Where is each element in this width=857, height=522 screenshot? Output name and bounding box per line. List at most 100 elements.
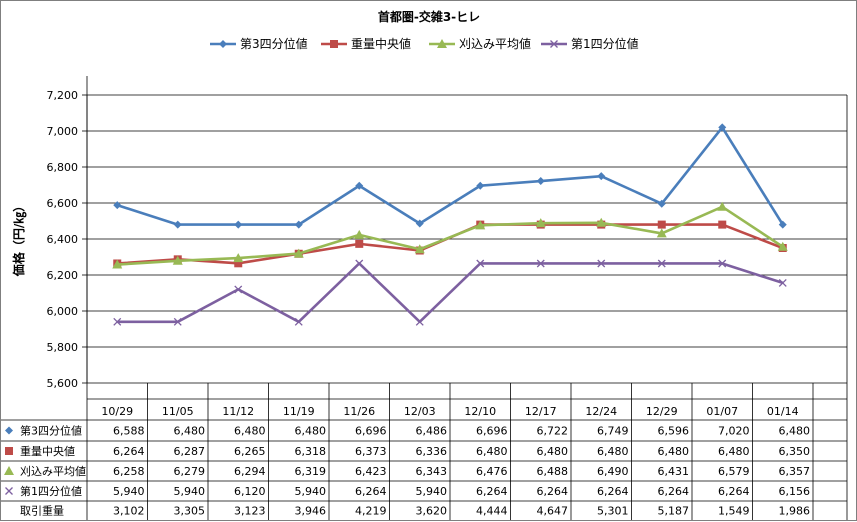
data-point — [597, 259, 606, 268]
table-cell: 6,264 — [476, 485, 508, 498]
data-point — [173, 220, 182, 229]
legend-marker — [550, 40, 558, 48]
table-cell: 6,156 — [779, 485, 811, 498]
table-cell: 6,287 — [174, 445, 206, 458]
series-3 — [112, 201, 788, 269]
table-cell: 6,294 — [234, 465, 266, 478]
data-point — [234, 220, 243, 229]
table-row-label: 刈込み平均値 — [20, 465, 86, 478]
table-cell: 6,264 — [658, 485, 690, 498]
table-cell: 7,020 — [718, 425, 750, 438]
table-cell: 1,986 — [779, 505, 811, 518]
table-cell: 6,357 — [779, 465, 811, 478]
data-point — [777, 241, 788, 251]
legend-marker — [219, 40, 227, 48]
data-point — [234, 259, 243, 268]
table-cell: 6,480 — [295, 425, 327, 438]
x-tick-label: 12/17 — [525, 405, 557, 418]
legend-label: 刈込み平均値 — [459, 36, 531, 51]
y-tick-label: 6,200 — [47, 269, 79, 282]
table-cell: 6,579 — [718, 465, 750, 478]
table-cell: 6,120 — [234, 485, 266, 498]
data-point — [535, 218, 546, 228]
data-point — [415, 317, 424, 326]
data-point — [657, 220, 666, 229]
table-cell: 6,480 — [234, 425, 266, 438]
y-tick-label: 7,200 — [47, 89, 79, 102]
table-cell: 6,596 — [658, 425, 690, 438]
table-cell: 6,480 — [597, 445, 629, 458]
data-point — [657, 259, 666, 268]
table-cell: 6,350 — [779, 445, 811, 458]
x-tick-label: 11/26 — [343, 405, 375, 418]
chart-title: 首都圏-交雑3-ヒレ — [378, 9, 480, 24]
data-point — [173, 317, 182, 326]
table-row: 重量中央値 6,264 6,287 6,265 6,318 6,373 6,336 6,480… — [5, 444, 810, 458]
table-cell: 6,264 — [718, 485, 750, 498]
table-cell: 6,480 — [779, 425, 811, 438]
series-line — [116, 126, 784, 226]
series-line — [117, 223, 784, 265]
table-cell: 6,696 — [476, 425, 508, 438]
y-tick-label: 5,600 — [47, 377, 79, 390]
table-row: 刈込み平均値 6,258 6,279 6,294 6,319 6,423 6,343 6,47… — [4, 465, 810, 478]
data-point — [596, 217, 607, 227]
data-point — [294, 317, 303, 326]
y-tick-label: 6,600 — [47, 197, 79, 210]
legend-item: 第1四分位値 — [541, 36, 639, 51]
legend-item: 刈込み平均値 — [429, 36, 531, 51]
table-row: 取引重量 3,102 3,305 3,123 3,946 4,219 3,620 4,444 4… — [20, 504, 810, 518]
y-tick-label: 6,800 — [47, 161, 79, 174]
data-point — [112, 259, 123, 269]
x-tick-label: 10/29 — [101, 405, 133, 418]
data-point — [536, 259, 545, 268]
table-row: 第1四分位値 5,940 5,940 6,120 5,940 6,264 5,940 6,26… — [5, 484, 811, 498]
table-cell: 6,696 — [355, 425, 387, 438]
x-tick-label: 11/12 — [222, 405, 254, 418]
y-axis-label: 価格（円/㎏） — [11, 200, 27, 277]
data-point — [233, 253, 244, 263]
legend-label: 重量中央値 — [351, 36, 411, 51]
table-cell: 6,373 — [355, 445, 387, 458]
table-cell: 6,265 — [234, 445, 266, 458]
table-cell: 3,102 — [113, 505, 145, 518]
table-cell: 6,480 — [476, 445, 508, 458]
x-tick-label: 12/10 — [464, 405, 496, 418]
table-cell: 6,319 — [295, 465, 327, 478]
table-cell: 6,264 — [355, 485, 387, 498]
table-cell: 6,588 — [113, 425, 145, 438]
table-cell: 4,444 — [476, 505, 508, 518]
table-cell: 6,480 — [537, 445, 569, 458]
data-point — [718, 220, 727, 229]
legend-marker — [330, 40, 338, 48]
data-point — [113, 317, 122, 326]
x-tick-label: 01/07 — [706, 405, 738, 418]
y-tick-label: 6,000 — [47, 305, 79, 318]
data-point — [476, 181, 485, 190]
data-point — [415, 219, 424, 228]
data-point — [293, 248, 304, 258]
data-point — [355, 181, 364, 190]
table-cell: 6,258 — [113, 465, 145, 478]
data-point — [414, 244, 425, 254]
x-tick-label: 01/14 — [767, 405, 799, 418]
data-point — [234, 285, 243, 294]
data-point — [657, 199, 666, 208]
data-point — [355, 239, 364, 248]
data-point — [597, 172, 606, 181]
table-cell: 1,549 — [718, 505, 750, 518]
series-layer — [112, 123, 788, 326]
table-cell: 6,486 — [416, 425, 448, 438]
table-cell: 5,940 — [113, 485, 145, 498]
table-cell: 3,123 — [234, 505, 266, 518]
data-point — [294, 220, 303, 229]
data-point — [172, 255, 183, 265]
table-row: 第3四分位値 6,588 6,480 6,480 6,480 6,696 6,486 6,69… — [5, 424, 810, 438]
legend-label: 第3四分位値 — [240, 36, 308, 51]
table-cell: 3,620 — [416, 505, 448, 518]
data-point — [476, 259, 485, 268]
table-cell: 4,219 — [355, 505, 387, 518]
data-point — [718, 259, 727, 268]
table-row-label: 第1四分位値 — [20, 484, 82, 498]
